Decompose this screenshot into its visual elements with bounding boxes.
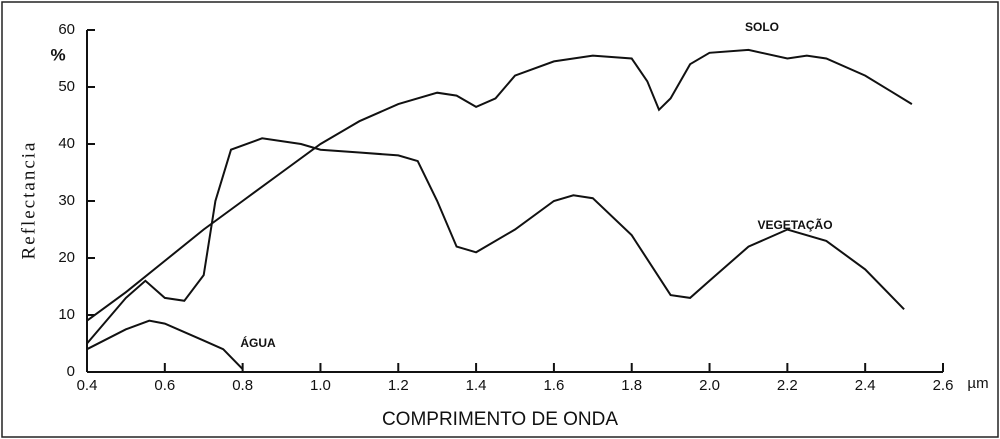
y-unit: % (50, 45, 65, 64)
x-unit: µm (967, 375, 988, 392)
series-line (86, 48, 913, 322)
y-axis-label: Reflectancia (18, 141, 39, 260)
x-tick-label: 1.4 (466, 377, 487, 394)
x-tick-label: 1.0 (310, 377, 331, 394)
x-tick-label: 1.2 (388, 377, 409, 394)
x-tick-label: 2.6 (933, 377, 954, 394)
x-tick-label: 1.6 (543, 377, 564, 394)
series-line (86, 137, 905, 345)
x-tick-label: 2.2 (777, 377, 798, 394)
x-tick-label: 2.4 (855, 377, 876, 394)
x-tick-label: 0.8 (232, 377, 253, 394)
x-tick-label: 0.6 (154, 377, 175, 394)
x-axis-label: COMPRIMENTO DE ONDA (382, 409, 618, 430)
series-line (86, 319, 244, 370)
series-label: SOLO (745, 20, 779, 34)
y-tick-label: 10 (58, 306, 75, 323)
x-tick-label: 1.8 (621, 377, 642, 394)
y-tick-label: 20 (58, 249, 75, 266)
y-tick-label: 50 (58, 78, 75, 95)
series-label: VEGETAÇÃO (757, 217, 832, 232)
x-tick-label: 2.0 (699, 377, 720, 394)
x-tick-label: 0.4 (77, 377, 98, 394)
y-tick-label: 0 (67, 363, 75, 380)
y-tick-label: 60 (58, 21, 75, 38)
series-label: ÁGUA (240, 335, 276, 350)
y-tick-label: 40 (58, 135, 75, 152)
y-tick-label: 30 (58, 192, 75, 209)
